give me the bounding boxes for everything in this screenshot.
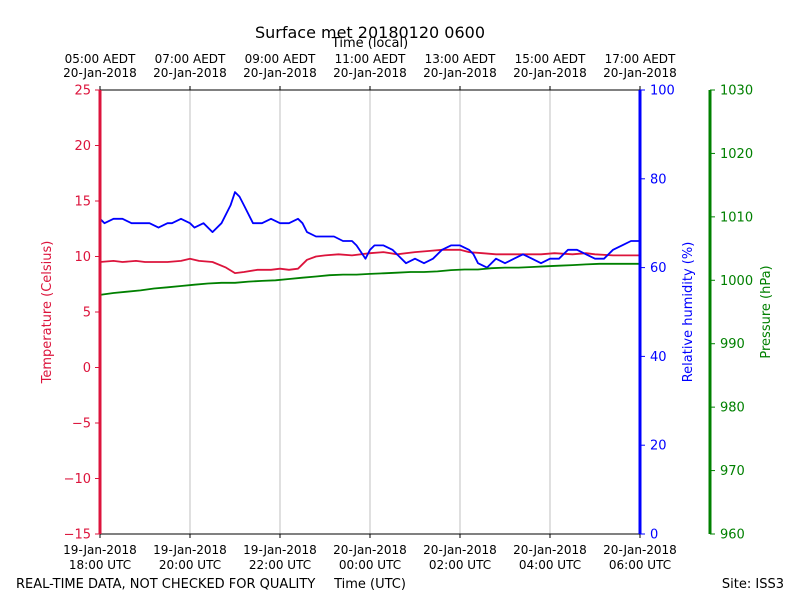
x-axis-label: Time (UTC) bbox=[333, 577, 406, 592]
top-axis-label: Time (local) bbox=[331, 36, 408, 51]
top-tick-label-time-1: 07:00 AEDT bbox=[155, 52, 226, 66]
temperature-tick-label-8: 25 bbox=[74, 84, 91, 99]
top-tick-label-date-0: 20-Jan-2018 bbox=[63, 66, 137, 80]
top-tick-label-time-6: 17:00 AEDT bbox=[605, 52, 676, 66]
x-tick-label-date-2: 19-Jan-2018 bbox=[243, 543, 317, 557]
site-footer: Site: ISS3 bbox=[722, 577, 784, 592]
x-tick-label-date-1: 19-Jan-2018 bbox=[153, 543, 227, 557]
temperature-tick-label-0: −15 bbox=[64, 528, 91, 543]
humidity-tick-label-0: 0 bbox=[650, 528, 658, 543]
x-tick-label-time-5: 04:00 UTC bbox=[519, 558, 581, 572]
top-tick-label-time-2: 09:00 AEDT bbox=[245, 52, 316, 66]
pressure-tick-label-6: 1020 bbox=[720, 147, 753, 162]
top-tick-label-date-6: 20-Jan-2018 bbox=[603, 66, 677, 80]
humidity-axis-label: Relative humidity (%) bbox=[681, 242, 696, 383]
pressure-tick-label-7: 1030 bbox=[720, 84, 753, 99]
humidity-tick-label-1: 20 bbox=[650, 439, 667, 454]
x-tick-label-date-4: 20-Jan-2018 bbox=[423, 543, 497, 557]
humidity-tick-label-3: 60 bbox=[650, 261, 667, 276]
series-layer bbox=[99, 191, 640, 296]
pressure-series-line bbox=[99, 262, 640, 296]
temperature-tick-label-5: 10 bbox=[74, 250, 91, 265]
temperature-tick-label-3: 0 bbox=[83, 361, 91, 376]
x-tick-label-time-1: 20:00 UTC bbox=[159, 558, 221, 572]
temperature-tick-label-2: −5 bbox=[72, 417, 91, 432]
top-tick-label-time-0: 05:00 AEDT bbox=[65, 52, 136, 66]
pressure-tick-label-5: 1010 bbox=[720, 210, 753, 225]
pressure-tick-label-3: 990 bbox=[720, 337, 745, 352]
chart-title: Surface met 20180120 0600 bbox=[255, 23, 485, 42]
humidity-tick-label-5: 100 bbox=[650, 84, 675, 99]
x-tick-label-date-6: 20-Jan-2018 bbox=[603, 543, 677, 557]
humidity-tick-label-2: 40 bbox=[650, 350, 667, 365]
top-tick-label-time-3: 11:00 AEDT bbox=[335, 52, 406, 66]
x-tick-label-time-4: 02:00 UTC bbox=[429, 558, 491, 572]
temperature-axis-label: Temperature (Celsius) bbox=[40, 241, 55, 385]
top-tick-label-time-4: 13:00 AEDT bbox=[425, 52, 496, 66]
x-tick-label-time-2: 22:00 UTC bbox=[249, 558, 311, 572]
x-tick-label-time-3: 00:00 UTC bbox=[339, 558, 401, 572]
temperature-series-line bbox=[99, 248, 640, 275]
temperature-tick-label-1: −10 bbox=[64, 472, 91, 487]
pressure-axis-label: Pressure (hPa) bbox=[759, 265, 774, 358]
temperature-tick-label-6: 15 bbox=[74, 195, 91, 210]
humidity-tick-label-4: 80 bbox=[650, 172, 667, 187]
x-tick-label-date-0: 19-Jan-2018 bbox=[63, 543, 137, 557]
top-tick-label-date-1: 20-Jan-2018 bbox=[153, 66, 227, 80]
top-tick-label-date-4: 20-Jan-2018 bbox=[423, 66, 497, 80]
pressure-tick-label-4: 1000 bbox=[720, 274, 753, 289]
top-tick-label-date-2: 20-Jan-2018 bbox=[243, 66, 317, 80]
top-tick-label-date-5: 20-Jan-2018 bbox=[513, 66, 587, 80]
relative-humidity-series-line bbox=[99, 191, 640, 269]
pressure-tick-label-2: 980 bbox=[720, 401, 745, 416]
pressure-tick-label-1: 970 bbox=[720, 464, 745, 479]
x-tick-label-date-3: 20-Jan-2018 bbox=[333, 543, 407, 557]
x-tick-label-time-0: 18:00 UTC bbox=[69, 558, 131, 572]
temperature-tick-label-4: 5 bbox=[83, 306, 91, 321]
quality-footer: REAL-TIME DATA, NOT CHECKED FOR QUALITY bbox=[16, 577, 315, 592]
x-tick-label-date-5: 20-Jan-2018 bbox=[513, 543, 587, 557]
top-tick-label-time-5: 15:00 AEDT bbox=[515, 52, 586, 66]
pressure-tick-label-0: 960 bbox=[720, 528, 745, 543]
gridlines bbox=[189, 90, 551, 534]
top-tick-label-date-3: 20-Jan-2018 bbox=[333, 66, 407, 80]
x-tick-label-time-6: 06:00 UTC bbox=[609, 558, 671, 572]
temperature-tick-label-7: 20 bbox=[74, 139, 91, 154]
